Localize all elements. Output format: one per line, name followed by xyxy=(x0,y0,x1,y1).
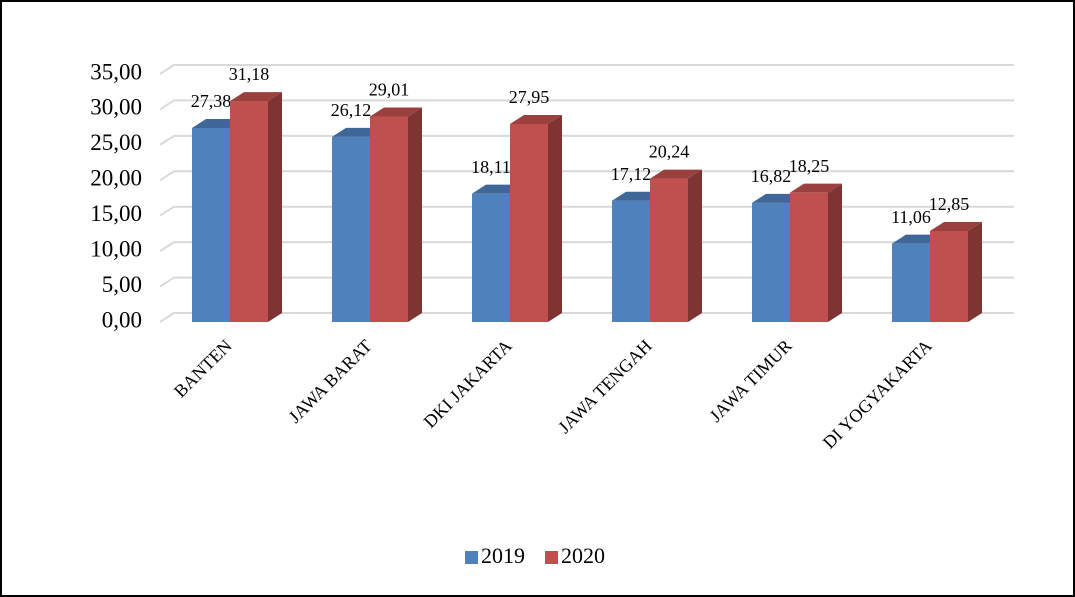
y-tick-label: 35,00 xyxy=(90,59,142,84)
y-tick-label: 15,00 xyxy=(90,201,142,226)
value-label: 29,01 xyxy=(369,80,410,100)
grid-line xyxy=(159,170,1014,182)
grid-line-segment xyxy=(159,64,1014,75)
value-label: 18,11 xyxy=(471,157,511,177)
grid-line-segment xyxy=(159,241,1014,252)
y-tick-label: 20,00 xyxy=(90,166,142,191)
grid-line xyxy=(159,205,1014,217)
bar-front xyxy=(370,116,408,323)
grid-line xyxy=(159,241,1014,252)
bar-front xyxy=(510,123,548,322)
bar-side xyxy=(268,92,282,322)
bar-top xyxy=(790,183,842,193)
bar-side xyxy=(828,183,842,322)
y-tick-label: 0,00 xyxy=(102,307,142,332)
value-label: 27,38 xyxy=(191,91,232,111)
bar-top xyxy=(930,221,982,231)
bar-side xyxy=(968,221,982,322)
grid-line xyxy=(159,134,1014,146)
bar xyxy=(650,169,702,322)
grid-line-segment xyxy=(159,205,1014,217)
bar-front xyxy=(752,202,790,322)
grid-line-segment xyxy=(159,312,1014,323)
legend-swatch xyxy=(465,551,478,564)
bar xyxy=(790,183,842,322)
grid-line-segment xyxy=(159,99,1014,111)
bar-side xyxy=(548,114,562,322)
bar-top xyxy=(370,107,422,117)
bar-side xyxy=(688,169,702,322)
legend-label: 2019 xyxy=(481,543,525,568)
grid-line-segment xyxy=(159,170,1014,182)
bar-front xyxy=(650,178,688,322)
y-tick-label: 25,00 xyxy=(90,130,142,155)
grid-line xyxy=(159,99,1014,111)
bar-front xyxy=(790,192,828,322)
legend-label: 2020 xyxy=(561,543,605,568)
value-label: 17,12 xyxy=(611,164,652,184)
bar-top xyxy=(650,169,702,179)
value-label: 27,95 xyxy=(509,87,550,107)
value-label: 11,06 xyxy=(891,207,931,227)
bar-front xyxy=(892,243,930,322)
grid-line-segment xyxy=(159,134,1014,146)
grid-line xyxy=(159,312,1014,323)
value-label: 26,12 xyxy=(331,100,372,120)
grid-line xyxy=(159,276,1014,288)
bar-top xyxy=(230,92,282,102)
grid-line-segment xyxy=(159,276,1014,288)
value-label: 12,85 xyxy=(929,194,970,214)
y-tick-label: 30,00 xyxy=(90,95,142,120)
y-tick-label: 10,00 xyxy=(90,236,142,261)
value-label: 31,18 xyxy=(229,64,270,84)
value-label: 18,25 xyxy=(789,156,830,176)
bar xyxy=(930,221,982,322)
bar-top xyxy=(510,114,562,124)
value-label: 16,82 xyxy=(751,166,792,186)
bar-front xyxy=(332,136,370,322)
bar xyxy=(230,92,282,322)
bar-front xyxy=(192,127,230,323)
value-label: 20,24 xyxy=(649,142,690,162)
y-tick-label: 5,00 xyxy=(102,272,142,297)
bar-side xyxy=(408,107,422,323)
bar-front xyxy=(930,230,968,322)
bar xyxy=(370,107,422,323)
bar-front xyxy=(612,200,650,322)
bar-front xyxy=(230,101,268,322)
grid-line xyxy=(159,64,1014,75)
bar-front xyxy=(472,193,510,322)
legend-swatch xyxy=(545,551,558,564)
bar xyxy=(510,114,562,322)
